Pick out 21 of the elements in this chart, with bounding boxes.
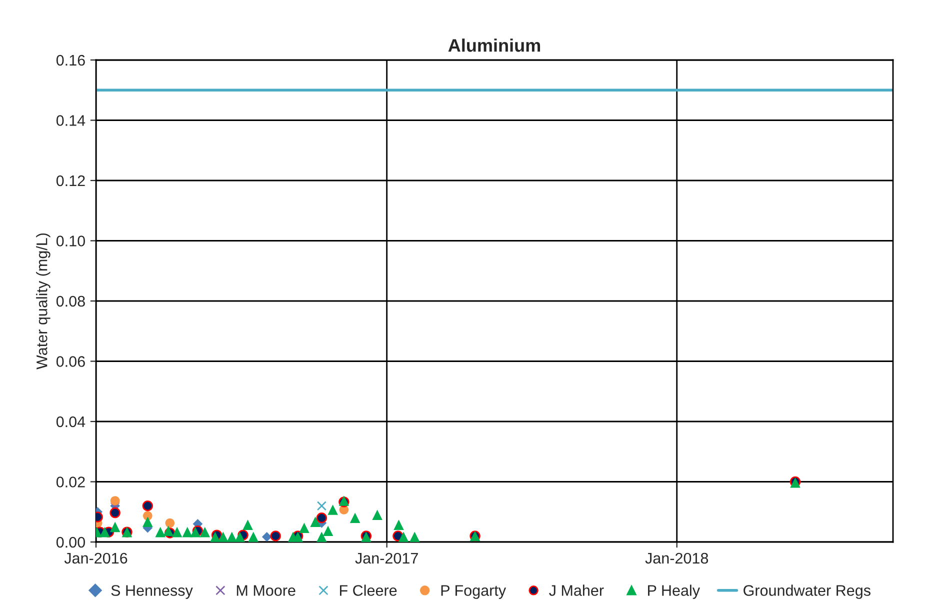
x-tick-label: Jan-2018 [645,552,708,564]
legend-label: F Cleere [340,584,397,596]
x-tick-label: Jan-2017 [355,552,418,564]
legend-label: J Maher [549,584,604,596]
x-tick-label: Jan-2016 [64,552,128,564]
y-tick-label: 0.14 [56,115,86,126]
legend-label: P Fogarty [441,585,506,599]
y-tick-label: 0.02 [56,476,85,488]
legend-label: Groundwater Regs [744,584,870,599]
y-tick-label: 0.00 [56,536,85,548]
chart-title: Aluminium [448,38,540,52]
y-tick-label: 0.06 [56,356,85,367]
legend-label: S Hennessy [111,585,193,599]
y-tick-label: 0.10 [56,236,85,246]
y-tick-label: 0.12 [56,175,85,186]
y-tick-label: 0.08 [56,296,85,307]
legend-label: M Moore [236,585,296,596]
y-tick-label: 0.16 [56,54,85,66]
y-tick-label: 0.04 [56,416,86,428]
legend-label: P Healy [648,584,700,599]
y-axis-title: Water quality (mg/L) [36,233,50,370]
